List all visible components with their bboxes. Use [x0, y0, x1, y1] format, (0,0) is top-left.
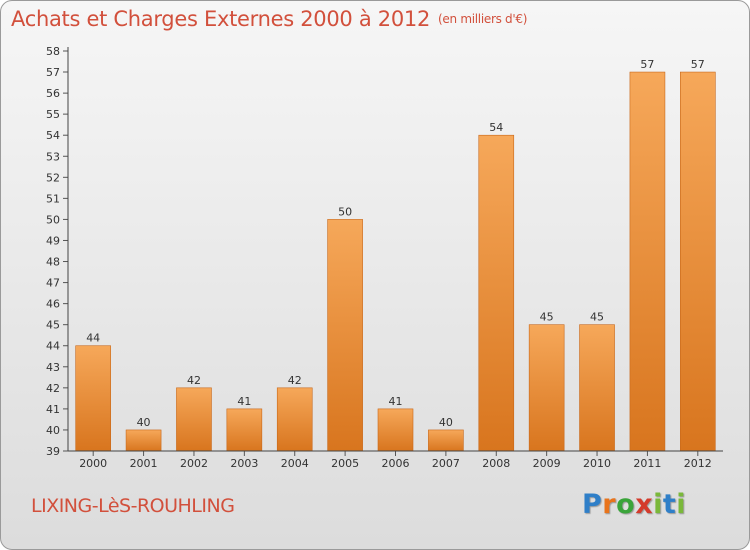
y-tick-label: 41: [46, 403, 60, 416]
bar: [528, 324, 565, 452]
bar-value-label: 44: [86, 332, 100, 345]
y-tick-label: 48: [46, 256, 60, 269]
bar-value-label: 42: [187, 374, 201, 387]
x-tick-label: 2000: [79, 457, 107, 470]
logo-letter: i: [676, 489, 687, 520]
y-tick-label: 42: [46, 382, 60, 395]
chart-title-text: Achats et Charges Externes 2000 à 2012: [11, 7, 431, 31]
logo-letter: t: [662, 489, 677, 520]
bar: [428, 429, 464, 452]
bar: [276, 387, 313, 452]
bar: [125, 429, 162, 452]
x-tick-label: 2003: [230, 457, 258, 470]
y-tick-label: 46: [46, 298, 60, 311]
y-tick-label: 47: [46, 277, 60, 290]
bar-value-label: 54: [489, 121, 503, 134]
y-tick-label: 39: [46, 445, 60, 458]
y-tick-label: 52: [46, 171, 60, 184]
x-tick-label: 2002: [180, 457, 208, 470]
bar: [680, 71, 716, 452]
x-tick-label: 2010: [583, 457, 611, 470]
y-tick-label: 44: [46, 340, 60, 353]
y-tick-label: 58: [46, 45, 60, 58]
y-tick-label: 49: [46, 234, 60, 247]
bar: [579, 324, 615, 452]
chart-title: Achats et Charges Externes 2000 à 2012 (e…: [11, 7, 527, 31]
bar-value-label: 45: [590, 311, 604, 324]
y-tick-label: 43: [46, 361, 60, 374]
x-tick-label: 2008: [482, 457, 510, 470]
bar-value-label: 41: [237, 395, 251, 408]
y-tick-label: 40: [46, 424, 60, 437]
bar-value-label: 42: [288, 374, 302, 387]
x-tick-label: 2006: [382, 457, 410, 470]
x-tick-label: 2001: [130, 457, 158, 470]
bar: [377, 408, 414, 452]
commune-name: LIXING-LèS-ROUHLING: [31, 495, 235, 517]
logo-letter: i: [653, 489, 663, 520]
y-tick-label: 57: [46, 66, 60, 79]
logo-letter: r: [602, 489, 617, 520]
bar-value-label: 50: [338, 205, 352, 218]
bar: [478, 134, 515, 452]
bar-value-label: 57: [691, 58, 705, 71]
bar-value-label: 40: [439, 416, 453, 429]
logo-letter: x: [635, 489, 654, 520]
bar-value-label: 41: [389, 395, 403, 408]
bar: [629, 71, 666, 452]
chart-subtitle: (en milliers d'€): [438, 12, 528, 26]
y-tick-label: 51: [46, 192, 60, 205]
bar-value-label: 57: [640, 58, 654, 71]
y-tick-label: 50: [46, 213, 60, 226]
proxiti-logo: Proxiti: [582, 489, 686, 520]
x-tick-label: 2007: [432, 457, 460, 470]
logo-letter: P: [582, 489, 603, 520]
y-tick-label: 45: [46, 319, 60, 332]
bar: [226, 408, 263, 452]
y-tick-label: 56: [46, 87, 60, 100]
y-tick-label: 53: [46, 150, 60, 163]
x-tick-label: 2005: [331, 457, 359, 470]
x-tick-label: 2009: [533, 457, 561, 470]
x-tick-label: 2011: [633, 457, 661, 470]
logo-letter: o: [616, 489, 636, 520]
y-tick-label: 55: [46, 108, 60, 121]
x-tick-label: 2012: [684, 457, 712, 470]
bar: [327, 219, 363, 452]
bar-value-label: 45: [540, 311, 554, 324]
y-tick-label: 54: [46, 129, 60, 142]
bar: [176, 387, 212, 452]
bar-value-label: 40: [137, 416, 151, 429]
x-tick-label: 2004: [281, 457, 309, 470]
bar: [75, 345, 111, 452]
